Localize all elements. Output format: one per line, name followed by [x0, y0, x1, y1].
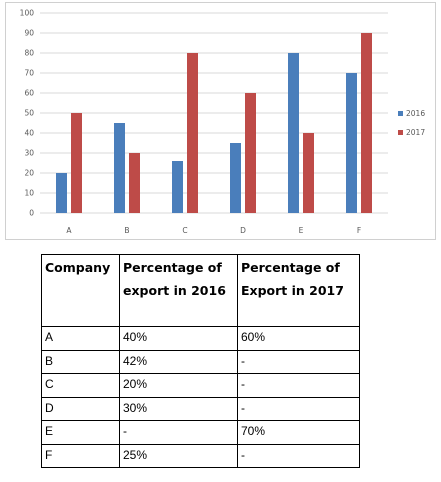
x-tick-label: A: [66, 226, 72, 235]
bar-2016-F: [346, 73, 357, 213]
cell-export-2016: 20%: [119, 373, 238, 398]
y-tick-label: 70: [24, 69, 34, 78]
y-tick-label: 100: [20, 9, 35, 18]
bar-2016-D: [230, 143, 241, 213]
cell-company: B: [41, 349, 120, 374]
y-tick-label: 80: [24, 49, 34, 58]
cell-company: C: [41, 373, 120, 398]
cell-export-2017: -: [237, 443, 360, 468]
bar-2017-B: [129, 153, 140, 213]
table-row: D 30% -: [41, 396, 360, 421]
y-tick-label: 0: [29, 209, 34, 218]
cell-export-2016: -: [119, 420, 238, 445]
bar-2016-A: [56, 173, 67, 213]
bar-chart: 0 10 20 30 40 50 60 70 80 90 100 A B C D E F 2016 2017: [20, 9, 426, 236]
legend-swatch-2017: [398, 130, 403, 135]
legend-swatch-2016: [398, 111, 403, 116]
bar-2017-C: [187, 53, 198, 213]
y-tick-label: 90: [24, 29, 34, 38]
y-tick-label: 20: [24, 169, 34, 178]
x-tick-label: D: [240, 226, 246, 235]
bars: [56, 33, 372, 213]
y-tick-label: 50: [24, 109, 34, 118]
legend: 2016 2017: [398, 109, 425, 137]
y-tick-label: 30: [24, 149, 34, 158]
x-tick-label: B: [124, 226, 129, 235]
cell-export-2016: 42%: [119, 349, 238, 374]
header-export-2017: Percentage of Export in 2017: [237, 254, 360, 327]
header-export-2016: Percentage of export in 2016: [119, 254, 238, 327]
table-row: E - 70%: [41, 420, 360, 445]
bar-2017-A: [71, 113, 82, 213]
bar-2016-B: [114, 123, 125, 213]
cell-export-2017: -: [237, 373, 360, 398]
cell-export-2016: 30%: [119, 396, 238, 421]
cell-export-2017: -: [237, 396, 360, 421]
x-tick-label: F: [357, 226, 361, 235]
bar-2017-E: [303, 133, 314, 213]
y-tick-label: 60: [24, 89, 34, 98]
bar-2016-E: [288, 53, 299, 213]
header-company: Company: [41, 254, 120, 327]
cell-company: A: [41, 326, 120, 351]
y-tick-label: 40: [24, 129, 34, 138]
table-row: A 40% 60%: [41, 326, 360, 351]
bar-2016-C: [172, 161, 183, 213]
cell-company: F: [41, 443, 120, 468]
cell-export-2017: 60%: [237, 326, 360, 351]
y-tick-label: 10: [24, 189, 34, 198]
x-tick-label: C: [182, 226, 187, 235]
cell-company: E: [41, 420, 120, 445]
cell-export-2016: 40%: [119, 326, 238, 351]
gridlines: [40, 12, 388, 214]
export-percentage-table: Company Percentage of export in 2016 Per…: [41, 254, 360, 468]
cell-export-2017: -: [237, 349, 360, 374]
bar-2017-F: [361, 33, 372, 213]
table-row: C 20% -: [41, 373, 360, 398]
x-tick-label: E: [299, 226, 304, 235]
table-row: F 25% -: [41, 443, 360, 468]
legend-label-2016: 2016: [406, 109, 425, 118]
table-header-row: Company Percentage of export in 2016 Per…: [41, 254, 360, 327]
bar-2017-D: [245, 93, 256, 213]
cell-company: D: [41, 396, 120, 421]
x-axis: A B C D E F: [66, 226, 361, 235]
cell-export-2016: 25%: [119, 443, 238, 468]
chart-area: 0 10 20 30 40 50 60 70 80 90 100 A B C D E F 2016 2017: [5, 2, 436, 240]
y-axis: 0 10 20 30 40 50 60 70 80 90 100: [20, 9, 35, 218]
cell-export-2017: 70%: [237, 420, 360, 445]
legend-label-2017: 2017: [406, 128, 425, 137]
table-row: B 42% -: [41, 349, 360, 374]
